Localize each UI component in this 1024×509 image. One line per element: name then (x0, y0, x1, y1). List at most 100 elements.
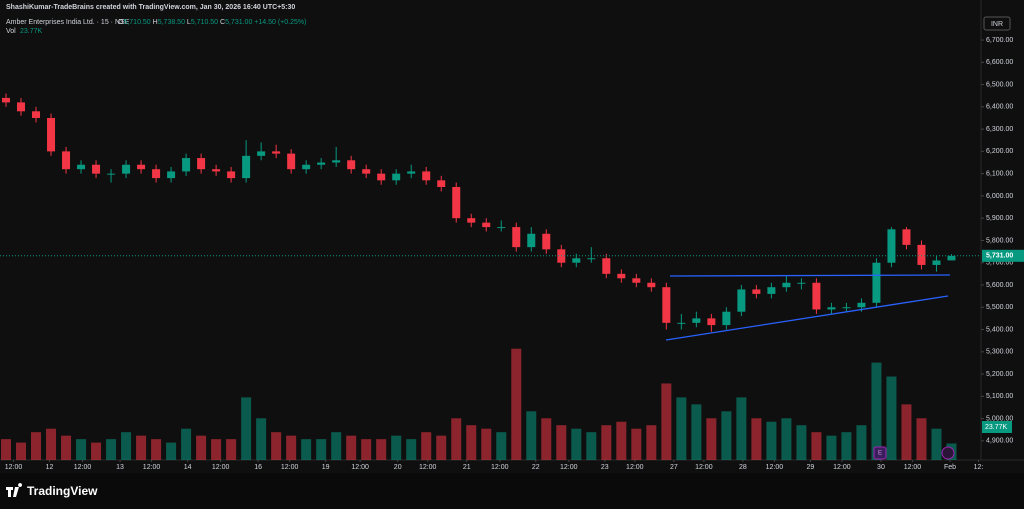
volume-bar (196, 435, 207, 460)
x-tick-label: 12:00 (904, 464, 922, 471)
volume-bar (181, 428, 192, 460)
volume-bar (856, 425, 867, 460)
candle-body (797, 282, 806, 284)
candle-body (482, 222, 491, 228)
volume-badge (982, 421, 1012, 433)
earnings-letter: E (878, 451, 882, 457)
candle-body (842, 307, 851, 309)
candle-body (257, 151, 266, 156)
x-tick-label: 21 (463, 464, 471, 471)
volume-value: 23.77K (20, 28, 43, 35)
event-icon[interactable] (941, 446, 955, 460)
earnings-icon[interactable] (873, 446, 887, 460)
volume-bar (826, 435, 837, 460)
volume-bar (901, 404, 912, 460)
volume-bar (586, 432, 597, 460)
volume-bar (736, 397, 747, 460)
volume-bar (406, 439, 417, 460)
candle-body (392, 173, 401, 181)
volume-bar (616, 421, 627, 460)
candle-body (512, 227, 521, 248)
volume-bar (241, 397, 252, 460)
x-tick-label: 12:00 (419, 464, 437, 471)
volume-bar (691, 404, 702, 460)
volume-bar (871, 362, 882, 460)
x-tick-label: 22 (532, 464, 540, 471)
volume-bar (466, 425, 477, 460)
candle-body (227, 171, 236, 179)
candle-body (497, 227, 506, 229)
candle-body (932, 260, 941, 265)
volume-bar (331, 432, 342, 460)
x-tick-label: 12:00 (143, 464, 161, 471)
volume-bar (841, 432, 852, 460)
candle-body (572, 258, 581, 263)
volume-bar (496, 432, 507, 460)
currency-box (983, 16, 1011, 31)
candle-body (2, 97, 11, 103)
legend-item: +14.50 (+0.25%) (254, 19, 306, 26)
x-tick-label: 12:00 (491, 464, 509, 471)
candle-body (287, 153, 296, 170)
volume-bar (676, 397, 687, 460)
x-tick-label: 12:00 (281, 464, 299, 471)
candle-body (602, 258, 611, 274)
x-tick-label: 12:00 (626, 464, 644, 471)
trend-line (669, 274, 951, 277)
last-price-badge (982, 249, 1024, 262)
logo-mark (6, 483, 23, 497)
volume-bar (361, 439, 372, 460)
volume-bar (61, 435, 72, 460)
candle-body (62, 151, 71, 170)
legend-item: L (187, 19, 191, 26)
footer-bar (0, 473, 1024, 509)
candle-body (242, 155, 251, 179)
logo-text: TradingView (27, 484, 98, 498)
watermark: ShashiKumar-TradeBrains created with Tra… (6, 4, 295, 11)
y-tick-label: 5,300.00 (986, 349, 1013, 356)
x-tick-label: 14 (184, 464, 192, 471)
volume-bar (16, 442, 27, 460)
candle-body (77, 164, 86, 170)
volume-bar (631, 428, 642, 460)
x-tick-label: 12:00 (560, 464, 578, 471)
legend-item: 5,731.00 (225, 19, 252, 26)
volume-bar (301, 439, 312, 460)
volume-bar (226, 439, 237, 460)
legend-item: 5,738.50 (158, 19, 185, 26)
volume-bar (1, 439, 12, 460)
volume-bar (136, 435, 147, 460)
x-tick-label: 12:00 (695, 464, 713, 471)
legend-item: 5,710.50 (123, 19, 150, 26)
candle-body (722, 311, 731, 326)
volume-bar (916, 418, 927, 460)
candle-body (887, 229, 896, 263)
candle-body (302, 164, 311, 170)
volume-bar (316, 439, 327, 460)
y-tick-label: 6,100.00 (986, 170, 1013, 177)
volume-bar (646, 425, 657, 460)
trend-line (665, 295, 949, 341)
y-tick-label: 6,600.00 (986, 59, 1013, 66)
volume-bar (451, 418, 462, 460)
x-tick-label: 28 (739, 464, 747, 471)
volume-bar (31, 432, 42, 460)
x-tick-label: Feb (944, 464, 956, 471)
volume-bar (781, 418, 792, 460)
volume-bar (421, 432, 432, 460)
volume-bar (811, 432, 822, 460)
candle-body (917, 244, 926, 265)
y-tick-label: 6,300.00 (986, 126, 1013, 133)
volume-bar (661, 383, 672, 460)
x-tick-label: 12:00 (351, 464, 369, 471)
candle-body (212, 169, 221, 172)
candle-body (542, 233, 551, 250)
x-tick-label: 20 (394, 464, 402, 471)
x-tick-label: 12:00 (5, 464, 23, 471)
y-tick-label: 5,200.00 (986, 371, 1013, 378)
x-tick-label: 12:00 (833, 464, 851, 471)
candle-body (317, 162, 326, 165)
volume-bar (211, 439, 222, 460)
volume-bar (121, 432, 132, 460)
